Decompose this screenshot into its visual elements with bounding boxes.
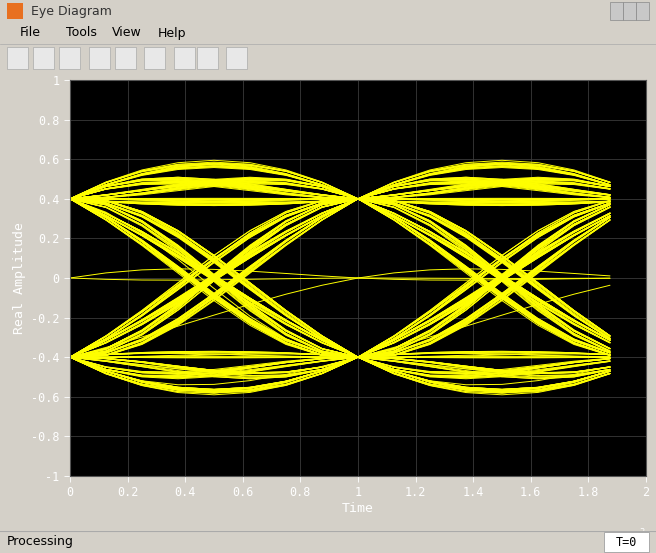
Bar: [623, 2, 636, 20]
Bar: [144, 47, 165, 69]
Bar: [33, 47, 54, 69]
Text: T=0: T=0: [616, 535, 637, 549]
Text: $\times10^{-3}$: $\times10^{-3}$: [607, 528, 646, 544]
Text: Help: Help: [157, 27, 186, 39]
Y-axis label: Real Amplitude: Real Amplitude: [12, 222, 26, 334]
Bar: [636, 2, 649, 20]
Bar: [197, 47, 218, 69]
Bar: [7, 47, 28, 69]
Bar: [59, 47, 80, 69]
Bar: [115, 47, 136, 69]
Bar: [226, 47, 247, 69]
Bar: [604, 532, 649, 552]
Bar: [7, 3, 23, 19]
Bar: [174, 47, 195, 69]
Bar: [610, 2, 623, 20]
Text: View: View: [112, 27, 141, 39]
Bar: [89, 47, 110, 69]
Text: File: File: [20, 27, 41, 39]
Text: Tools: Tools: [66, 27, 96, 39]
X-axis label: Time: Time: [342, 502, 374, 515]
Text: Eye Diagram: Eye Diagram: [31, 4, 112, 18]
Text: Processing: Processing: [7, 535, 73, 549]
